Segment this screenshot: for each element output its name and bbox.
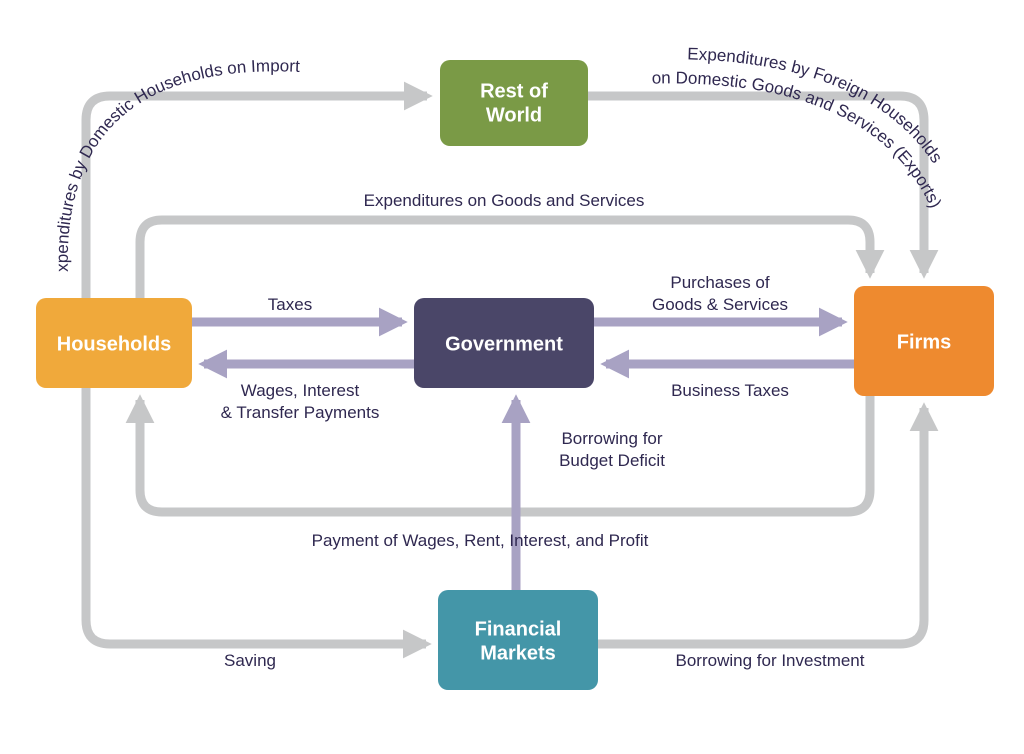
node-rest-of-world: Rest of World bbox=[440, 60, 588, 146]
label-borrowing-deficit-line1: Borrowing for bbox=[561, 429, 662, 448]
circular-flow-diagram: Rest of World Households Government Firm… bbox=[0, 0, 1024, 754]
label-expenditures-goods-services: Expenditures on Goods and Services bbox=[364, 191, 645, 210]
node-households-label: Households bbox=[57, 333, 171, 355]
label-borrowing-investment: Borrowing for Investment bbox=[676, 651, 865, 670]
node-firms-label: Firms bbox=[897, 331, 951, 353]
node-firms: Firms bbox=[854, 286, 994, 396]
label-imports: Expenditures by Domestic Households on I… bbox=[0, 0, 301, 272]
label-saving: Saving bbox=[224, 651, 276, 670]
node-rest-of-world-label1: Rest of bbox=[480, 80, 548, 102]
label-payment-wages-rent: Payment of Wages, Rent, Interest, and Pr… bbox=[312, 531, 649, 550]
label-business-taxes: Business Taxes bbox=[671, 381, 789, 400]
label-wages-transfer-line1: Wages, Interest bbox=[241, 381, 360, 400]
node-government-label: Government bbox=[445, 333, 563, 355]
label-purchases-line2: Goods & Services bbox=[652, 295, 788, 314]
node-government: Government bbox=[414, 298, 594, 388]
label-exports-line2: on Domestic Goods and Services (Exports) bbox=[652, 68, 946, 211]
node-households: Households bbox=[36, 298, 192, 388]
node-financial-markets: Financial Markets bbox=[438, 590, 598, 690]
node-rest-of-world-label2: World bbox=[486, 104, 542, 126]
label-borrowing-deficit-line2: Budget Deficit bbox=[559, 451, 665, 470]
label-wages-transfer-line2: & Transfer Payments bbox=[221, 403, 380, 422]
node-financial-markets-label1: Financial bbox=[475, 618, 562, 640]
label-taxes: Taxes bbox=[268, 295, 312, 314]
node-financial-markets-label2: Markets bbox=[480, 642, 556, 664]
label-purchases-line1: Purchases of bbox=[670, 273, 769, 292]
